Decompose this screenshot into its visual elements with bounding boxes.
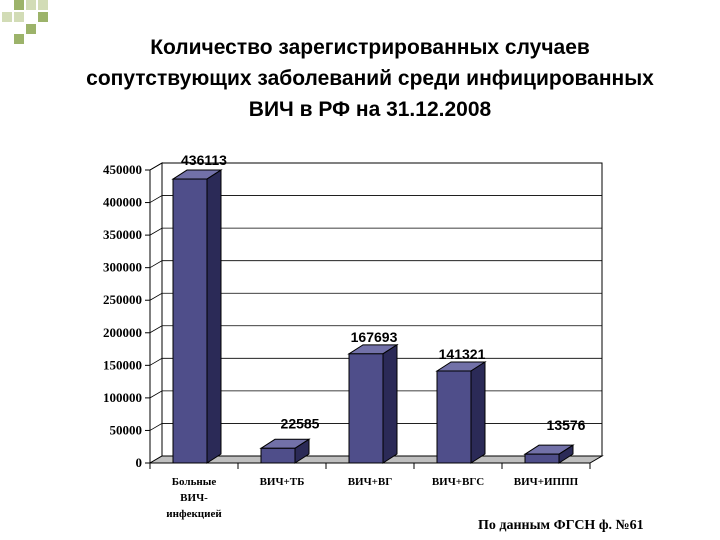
- source-note: По данным ФГСН ф. №61: [478, 518, 644, 533]
- y-tick-label: 300000: [103, 260, 142, 275]
- y-tick-label: 200000: [103, 325, 142, 340]
- title-line-1: Количество зарегистрированных случаев: [150, 36, 590, 59]
- y-tick-label: 350000: [103, 227, 142, 242]
- data-label: 13576: [547, 417, 586, 433]
- gridline: [149, 195, 602, 203]
- title-line-2: сопутствующих заболеваний среди инфициро…: [86, 67, 654, 90]
- corner-decoration: [2, 0, 48, 44]
- x-category-label: ВИЧ+ТБ: [260, 476, 305, 488]
- gridline: [149, 292, 602, 301]
- bar: [172, 178, 208, 464]
- data-label: 141321: [439, 346, 486, 362]
- bar: [260, 447, 296, 464]
- x-category-label: ВИЧ+ИППП: [514, 476, 579, 488]
- y-tick-label: 450000: [103, 162, 142, 177]
- y-tick-label: 50000: [110, 422, 143, 437]
- bar: [524, 453, 560, 464]
- gridline: [149, 357, 602, 366]
- bar-side: [382, 343, 398, 464]
- bar: [348, 353, 384, 464]
- x-category-label: Больные: [172, 476, 217, 488]
- y-tick-label: 100000: [103, 390, 142, 405]
- bar: [436, 370, 472, 464]
- x-category-label: инфекцией: [166, 508, 222, 520]
- x-category-label: ВИЧ+ВГС: [432, 476, 484, 488]
- x-category-label: ВИЧ+ВГ: [348, 476, 393, 488]
- plot-left-wall: [149, 162, 163, 464]
- data-label: 22585: [281, 415, 320, 431]
- title-line-3: ВИЧ в РФ на 31.12.2008: [248, 98, 492, 121]
- y-tick-label: 0: [136, 455, 143, 470]
- gridline: [149, 162, 602, 171]
- gridline: [149, 260, 602, 269]
- y-tick-label: 400000: [103, 195, 142, 210]
- y-tick-label: 250000: [103, 292, 142, 307]
- data-label: 436113: [181, 152, 227, 168]
- gridline: [149, 325, 602, 334]
- bar-side: [206, 169, 222, 464]
- data-label: 167693: [351, 329, 398, 345]
- gridline: [149, 227, 602, 236]
- chart-title: Количество зарегистрированных случаев со…: [20, 32, 720, 125]
- y-tick-label: 150000: [103, 357, 142, 372]
- x-category-label: ВИЧ-: [180, 492, 208, 504]
- bar-side: [470, 361, 486, 464]
